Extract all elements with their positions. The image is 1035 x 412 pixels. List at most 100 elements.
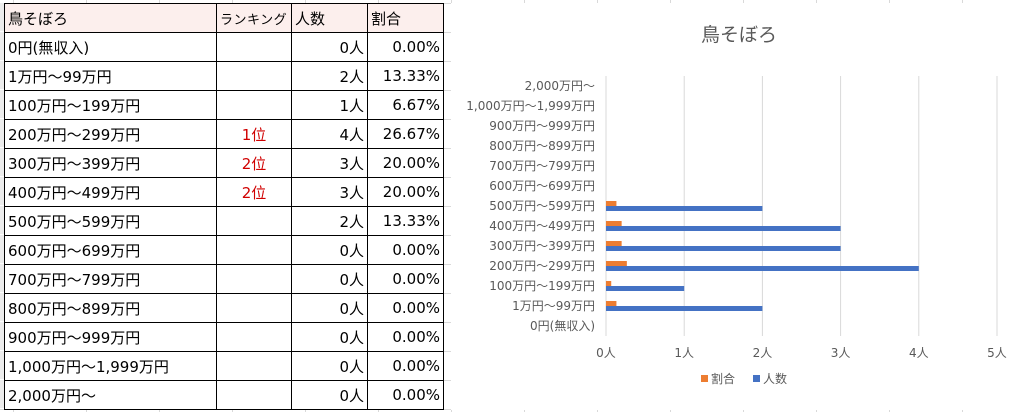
bar-count[interactable] <box>606 266 919 271</box>
row-rank-cell[interactable] <box>216 235 292 265</box>
y-category-label: 1,000万円～1,999万円 <box>466 99 595 113</box>
row-label-cell[interactable]: 1,000万円～1,999万円 <box>4 351 217 381</box>
row-label-cell[interactable]: 800万円～899万円 <box>4 293 217 323</box>
row-rank-cell[interactable]: 1位 <box>216 119 292 149</box>
header-count-cell[interactable]: 人数 <box>291 3 368 33</box>
table-row: 500万円～599万円 2人 13.33% <box>4 206 444 236</box>
row-rank-cell[interactable] <box>216 380 292 410</box>
y-category-label: 800万円～899万円 <box>489 139 595 153</box>
row-label-cell[interactable]: 0円(無収入) <box>4 32 217 62</box>
row-header-stub <box>0 351 4 379</box>
bar-pct[interactable] <box>606 221 622 226</box>
y-category-label: 600万円～699万円 <box>489 179 595 193</box>
y-category-label: 0円(無収入) <box>530 318 595 333</box>
row-header-stub <box>0 293 4 321</box>
row-label-cell[interactable]: 100万円～199万円 <box>4 90 217 120</box>
table-row: 300万円～399万円 2位 3人 20.00% <box>4 148 444 178</box>
income-table: 鳥そぼろ ランキング 人数 割合 0円(無収入) 0人 0.00% 1万円～99万円 2… <box>4 3 444 410</box>
row-rank-cell[interactable] <box>216 206 292 236</box>
row-count-cell[interactable]: 2人 <box>291 61 368 91</box>
table-row: 400万円～499万円 2位 3人 20.00% <box>4 177 444 207</box>
table-row: 800万円～899万円 0人 0.00% <box>4 293 444 323</box>
y-category-label: 200万円～299万円 <box>489 259 595 273</box>
row-rank-cell[interactable]: 2位 <box>216 148 292 178</box>
bar-count[interactable] <box>606 306 763 311</box>
row-count-cell[interactable]: 0人 <box>291 380 368 410</box>
y-category-label: 100万円～199万円 <box>489 279 595 293</box>
row-pct-cell[interactable]: 0.00% <box>367 351 444 381</box>
row-rank-cell[interactable] <box>216 264 292 294</box>
row-pct-cell[interactable]: 26.67% <box>367 119 444 149</box>
row-label-cell[interactable]: 500万円～599万円 <box>4 206 217 236</box>
row-count-cell[interactable]: 3人 <box>291 148 368 178</box>
x-tick-label: 2人 <box>753 346 773 360</box>
row-pct-cell[interactable]: 6.67% <box>367 90 444 120</box>
row-header-stub <box>0 90 4 118</box>
bar-pct[interactable] <box>606 201 617 206</box>
header-pct-cell[interactable]: 割合 <box>367 3 444 33</box>
legend-swatch <box>753 375 760 382</box>
row-count-cell[interactable]: 3人 <box>291 177 368 207</box>
row-pct-cell[interactable]: 13.33% <box>367 61 444 91</box>
row-pct-cell[interactable]: 0.00% <box>367 32 444 62</box>
row-rank-cell[interactable] <box>216 322 292 352</box>
row-count-cell[interactable]: 4人 <box>291 119 368 149</box>
bar-pct[interactable] <box>606 301 617 306</box>
row-pct-cell[interactable]: 13.33% <box>367 206 444 236</box>
bar-count[interactable] <box>606 286 685 291</box>
row-label-cell[interactable]: 900万円～999万円 <box>4 322 217 352</box>
table-row: 200万円～299万円 1位 4人 26.67% <box>4 119 444 149</box>
row-label-cell[interactable]: 200万円～299万円 <box>4 119 217 149</box>
bar-pct[interactable] <box>606 241 622 246</box>
row-rank-cell[interactable] <box>216 61 292 91</box>
row-count-cell[interactable]: 0人 <box>291 235 368 265</box>
row-label-cell[interactable]: 300万円～399万円 <box>4 148 217 178</box>
row-count-cell[interactable]: 0人 <box>291 351 368 381</box>
row-rank-cell[interactable] <box>216 293 292 323</box>
bar-pct[interactable] <box>606 281 612 286</box>
row-count-cell[interactable]: 0人 <box>291 264 368 294</box>
table-row: 600万円～699万円 0人 0.00% <box>4 235 444 265</box>
row-rank-cell[interactable] <box>216 90 292 120</box>
row-pct-cell[interactable]: 0.00% <box>367 322 444 352</box>
row-pct-cell[interactable]: 20.00% <box>367 177 444 207</box>
row-label-cell[interactable]: 700万円～799万円 <box>4 264 217 294</box>
row-pct-cell[interactable]: 20.00% <box>367 148 444 178</box>
x-tick-label: 3人 <box>831 346 851 360</box>
row-count-cell[interactable]: 0人 <box>291 293 368 323</box>
row-label-cell[interactable]: 600万円～699万円 <box>4 235 217 265</box>
bar-pct[interactable] <box>606 261 627 266</box>
x-tick-label: 0人 <box>596 346 616 360</box>
y-category-label: 900万円～999万円 <box>489 119 595 133</box>
row-count-cell[interactable]: 0人 <box>291 32 368 62</box>
table-row: 900万円～999万円 0人 0.00% <box>4 322 444 352</box>
row-rank-cell[interactable] <box>216 351 292 381</box>
row-rank-cell[interactable] <box>216 32 292 62</box>
bar-chart: 鳥そぼろ 0円(無収入) 1万円～99万円 100万円～199万円 200万円～299… <box>466 24 1007 386</box>
header-label-cell[interactable]: 鳥そぼろ <box>4 3 217 33</box>
table-row: 1,000万円～1,999万円 0人 0.00% <box>4 351 444 381</box>
bar-count[interactable] <box>606 226 841 231</box>
row-header-stub <box>0 119 4 147</box>
chart-area[interactable]: 鳥そぼろ 0円(無収入) 1万円～99万円 100万円～199万円 200万円～299… <box>451 3 1035 410</box>
row-pct-cell[interactable]: 0.00% <box>367 264 444 294</box>
row-rank-cell[interactable]: 2位 <box>216 177 292 207</box>
row-label-cell[interactable]: 400万円～499万円 <box>4 177 217 207</box>
row-pct-cell[interactable]: 0.00% <box>367 293 444 323</box>
row-count-cell[interactable]: 2人 <box>291 206 368 236</box>
header-rank-cell[interactable]: ランキング <box>216 3 292 33</box>
row-count-cell[interactable]: 0人 <box>291 322 368 352</box>
bar-count[interactable] <box>606 246 841 251</box>
chart-title[interactable]: 鳥そぼろ <box>701 24 777 46</box>
legend-label[interactable]: 割合 <box>711 371 735 386</box>
row-label-cell[interactable]: 1万円～99万円 <box>4 61 217 91</box>
bar-count[interactable] <box>606 206 763 211</box>
table-row: 0円(無収入) 0人 0.00% <box>4 32 444 62</box>
table-header-row: 鳥そぼろ ランキング 人数 割合 <box>4 3 444 33</box>
row-label-cell[interactable]: 2,000万円～ <box>4 380 217 410</box>
row-pct-cell[interactable]: 0.00% <box>367 235 444 265</box>
legend-label[interactable]: 人数 <box>763 371 787 386</box>
y-category-label: 400万円～499万円 <box>489 219 595 233</box>
row-count-cell[interactable]: 1人 <box>291 90 368 120</box>
row-pct-cell[interactable]: 0.00% <box>367 380 444 410</box>
